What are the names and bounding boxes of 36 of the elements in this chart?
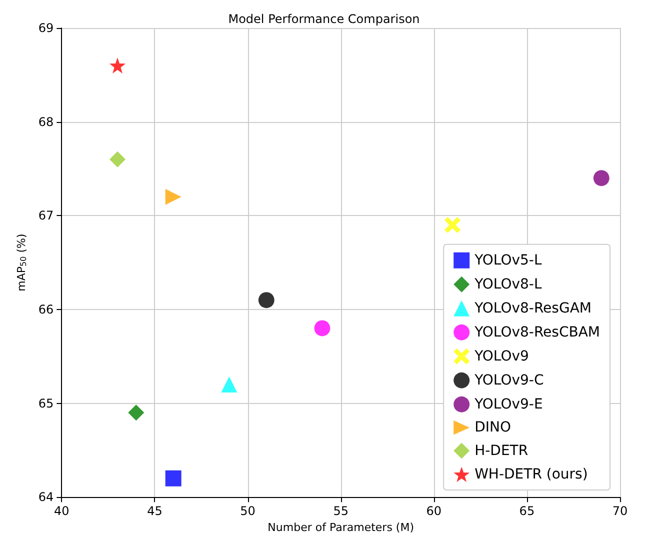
x-tick-label: 40 [54, 504, 70, 518]
legend-label: H-DETR [474, 442, 528, 459]
point [221, 376, 238, 393]
legend-label: YOLOv9-E [474, 396, 543, 412]
point [258, 292, 274, 308]
legend-label: DINO [474, 420, 511, 436]
y-tick-label: 66 [38, 302, 54, 316]
legend-label: YOLOv9 [474, 348, 529, 364]
y-tick-label: 69 [38, 21, 54, 35]
y-axis-title: mAP50 (%) [15, 234, 28, 292]
y-tick-label: 64 [38, 490, 54, 504]
y-tick-label: 65 [38, 396, 54, 410]
point [314, 320, 330, 336]
x-tick-label: 55 [333, 504, 348, 518]
point [110, 151, 126, 168]
point [444, 217, 460, 234]
point [110, 58, 126, 74]
point [593, 170, 610, 186]
x-tick-label: 45 [147, 504, 162, 518]
legend-label: YOLOv8-ResGAM [474, 300, 592, 316]
x-tick-label: 65 [519, 504, 535, 518]
legend-label: YOLOv8-L [474, 276, 542, 292]
y-tick-label: 67 [38, 208, 54, 223]
point [165, 470, 182, 486]
legend-label: YOLOv9-C [474, 372, 544, 388]
y-tick-label: 68 [38, 114, 54, 129]
legend-label: YOLOv8-ResCBAM [474, 324, 600, 340]
point [128, 404, 144, 421]
x-tick-label: 50 [240, 504, 256, 518]
x-tick-label: 60 [426, 504, 442, 518]
point [165, 188, 182, 205]
legend-label: WH-DETR (ours) [474, 466, 588, 482]
legend-label: YOLOv5-L [474, 252, 542, 268]
x-axis-title: Number of Parameters (M) [268, 521, 414, 534]
chart-title: Model Performance Comparison [228, 12, 420, 26]
x-tick-label: 70 [612, 504, 628, 518]
